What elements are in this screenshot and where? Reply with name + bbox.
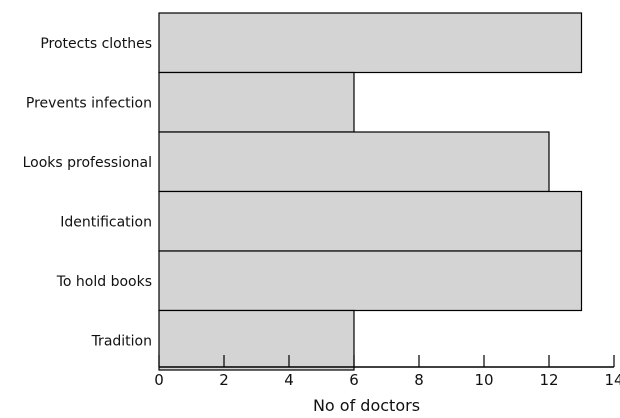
category-label: Prevents infection [26,95,152,111]
bar-identification [158,190,583,252]
category-label: Tradition [91,333,152,349]
x-tick-label: 14 [604,371,620,389]
x-tick-label: 0 [154,371,164,389]
bar-looks-professional [158,131,550,193]
category-label: To hold books [56,274,152,290]
x-axis-ticks: 0 2 4 6 8 10 12 14 [154,355,620,389]
bars-group [158,12,583,371]
bar-to-hold-books [158,250,583,312]
x-tick-label: 6 [349,371,359,389]
x-tick-label: 10 [474,371,493,389]
x-axis-title: No of doctors [313,396,420,415]
bar-tradition [158,309,355,371]
bar-prevents-infection [158,71,355,133]
category-label: Looks professional [23,155,152,171]
x-tick-label: 12 [539,371,558,389]
x-tick-label: 8 [414,371,424,389]
category-labels: Protects clothes Prevents infection Looks … [23,36,152,350]
category-label: Identification [60,214,152,230]
bar-protects-clothes [158,12,583,74]
x-tick-label: 4 [284,371,294,389]
category-label: Protects clothes [40,36,152,52]
x-tick-label: 2 [219,371,229,389]
